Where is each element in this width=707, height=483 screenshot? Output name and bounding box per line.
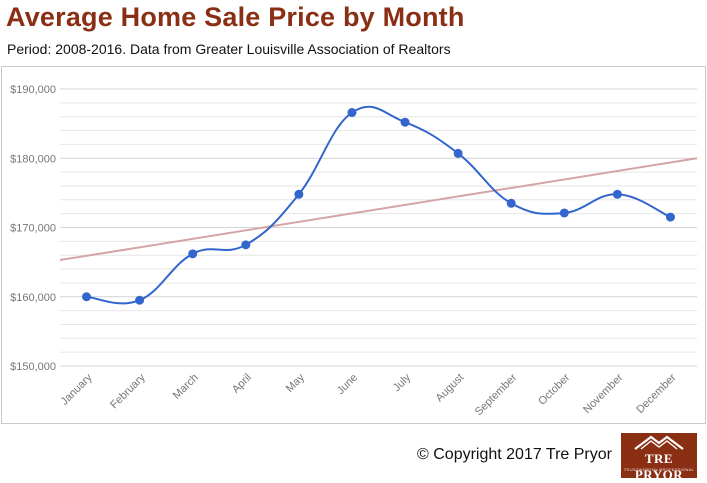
- data-point: [135, 295, 145, 305]
- trendline: [59, 157, 698, 262]
- chart-frame: [1, 66, 706, 424]
- x-tick-label: January: [59, 371, 96, 408]
- x-tick-label: February: [108, 371, 148, 411]
- x-tick-label: June: [335, 372, 360, 397]
- data-point: [665, 212, 675, 222]
- chart-subtitle: Period: 2008-2016. Data from Greater Lou…: [7, 41, 451, 57]
- logo-subtext: TRUSTWORTHY PROFESSIONAL: [623, 467, 695, 472]
- logo-text: TRE PRYOR: [634, 451, 684, 482]
- line-chart: $150,000 $160,000 $170,000 $180,000 $190,000…: [10, 84, 698, 418]
- series-line: [86, 105, 671, 305]
- x-tick-label: July: [391, 371, 414, 394]
- x-tick-label: May: [284, 371, 308, 395]
- data-point: [241, 240, 251, 250]
- x-tick-label: October: [536, 371, 572, 407]
- x-tick-label: March: [171, 372, 201, 402]
- x-tick-label: April: [230, 372, 254, 396]
- y-tick-label: $190,000: [10, 84, 56, 96]
- x-tick-label: December: [634, 371, 679, 416]
- x-tick-label: August: [434, 372, 467, 405]
- data-point: [506, 198, 516, 208]
- x-tick-label: November: [581, 371, 626, 416]
- data-point: [82, 292, 92, 302]
- data-point: [400, 117, 410, 127]
- y-tick-label: $180,000: [10, 153, 56, 165]
- y-tick-label: $150,000: [10, 361, 56, 373]
- x-tick-label: September: [473, 371, 520, 418]
- data-point: [294, 189, 304, 199]
- copyright-text: © Copyright 2017 Tre Pryor: [417, 446, 612, 463]
- chart-title: Average Home Sale Price by Month: [6, 2, 465, 32]
- data-point: [612, 189, 622, 199]
- data-point: [559, 208, 569, 218]
- tre-pryor-logo: TRE PRYOR TRUSTWORTHY PROFESSIONAL: [621, 433, 697, 482]
- data-point: [347, 108, 357, 118]
- data-point: [453, 148, 463, 158]
- data-point: [188, 249, 198, 259]
- house-roof-icon: [634, 435, 684, 450]
- y-tick-label: $160,000: [10, 292, 56, 304]
- y-tick-label: $170,000: [10, 223, 56, 235]
